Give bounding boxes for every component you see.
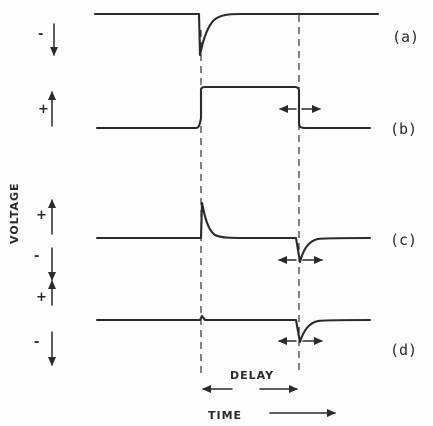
trace-c-polarity-bottom: - <box>34 249 39 264</box>
trace-b-waveform <box>97 87 370 128</box>
delay-annotation: DELAY <box>203 369 297 389</box>
trace-b-polarity: + <box>38 102 49 117</box>
trace-c-waveform <box>97 203 370 262</box>
trace-c-label: (c) <box>390 231 417 249</box>
trace-d-polarity-bottom: - <box>34 335 39 350</box>
trace-b-label: (b) <box>390 120 417 138</box>
time-axis-label: TIME <box>208 409 242 422</box>
trace-a-label: (a) <box>392 28 419 46</box>
trace-d-polarity-top: + <box>36 290 47 305</box>
time-axis: TIME <box>208 409 335 422</box>
trace-d-label: (d) <box>390 341 417 359</box>
trace-b: + (b) <box>38 87 417 138</box>
delay-label: DELAY <box>230 369 274 382</box>
trace-a-polarity: - <box>38 27 43 42</box>
trace-a: - (a) <box>38 14 419 55</box>
trace-d-waveform <box>97 316 370 342</box>
trace-c: + - (c) <box>34 200 417 280</box>
trace-d: + - (d) <box>34 281 417 365</box>
trace-c-polarity-top: + <box>36 208 47 223</box>
trace-a-waveform <box>95 14 378 55</box>
voltage-axis-label: VOLTAGE <box>8 182 21 244</box>
